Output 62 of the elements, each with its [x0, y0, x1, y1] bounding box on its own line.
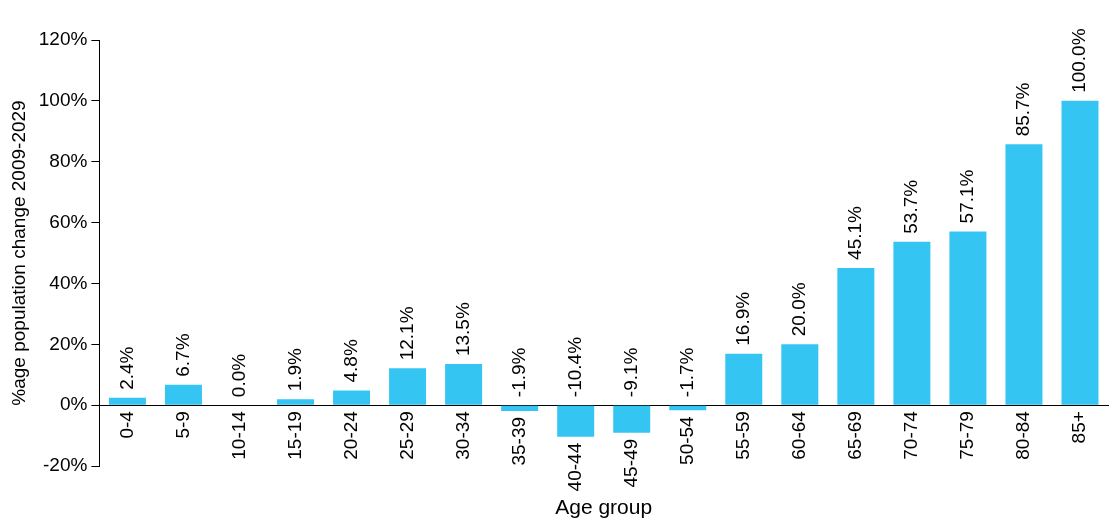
- bar: [445, 364, 483, 405]
- y-tick-label: 80%: [49, 149, 88, 171]
- data-label: 2.4%: [115, 346, 137, 390]
- y-tick-label: 0%: [59, 393, 88, 415]
- bar: [333, 390, 371, 405]
- x-tick-label: 20-24: [339, 410, 361, 460]
- x-tick-label: 75-79: [956, 411, 978, 460]
- x-tick-label: 70-74: [900, 410, 922, 460]
- x-tick-label: 5-9: [171, 411, 193, 439]
- y-axis-title: %age population change 2009-2029: [7, 100, 29, 406]
- x-tick-label: 55-59: [732, 411, 754, 460]
- x-tick-label: 30-34: [451, 410, 473, 460]
- x-tick-label: 10-14: [227, 410, 249, 460]
- bar: [1061, 100, 1099, 405]
- x-axis-title: Age group: [555, 495, 653, 519]
- bar: [501, 405, 539, 411]
- data-label: 45.1%: [844, 205, 866, 260]
- bar: [781, 344, 819, 405]
- data-label: 53.7%: [900, 179, 922, 234]
- x-tick-label: 85+: [1068, 411, 1090, 444]
- data-label: 100.0%: [1068, 28, 1090, 93]
- bar: [557, 405, 595, 437]
- data-label: 57.1%: [956, 169, 978, 224]
- y-tick-label: 40%: [49, 271, 88, 293]
- data-label: 0.0%: [227, 353, 249, 398]
- bar: [277, 399, 314, 405]
- bar: [613, 405, 651, 433]
- bar: [108, 397, 146, 405]
- x-tick-label: 60-64: [788, 410, 810, 460]
- y-tick-label: -20%: [43, 454, 88, 476]
- data-label: -10.4%: [563, 336, 585, 398]
- y-tick-label: 120%: [38, 28, 88, 50]
- y-tick-label: 60%: [49, 210, 88, 232]
- x-tick-label: 0-4: [115, 410, 137, 439]
- data-label: 4.8%: [339, 339, 361, 383]
- bar: [949, 231, 987, 405]
- bar: [1005, 144, 1043, 405]
- data-label: 6.7%: [171, 333, 193, 377]
- data-label: 20.0%: [788, 282, 810, 337]
- bar: [893, 241, 931, 405]
- x-tick-label: 35-39: [507, 416, 529, 466]
- x-tick-label: 45-49: [619, 438, 641, 488]
- bar: [164, 384, 202, 405]
- data-label: 16.9%: [732, 291, 754, 346]
- x-tick-label: 80-84: [1012, 410, 1034, 460]
- x-tick-label: 65-69: [844, 411, 866, 460]
- x-tick-label: 15-19: [283, 411, 305, 460]
- data-label: -9.1%: [619, 347, 641, 398]
- bar: [837, 267, 875, 405]
- x-tick-label: 40-44: [563, 442, 585, 492]
- bar: [725, 353, 763, 405]
- x-tick-label: 50-54: [675, 415, 697, 465]
- y-tick-label: 20%: [49, 332, 88, 354]
- x-tick-label: 25-29: [395, 411, 417, 460]
- data-label: 13.5%: [451, 302, 473, 357]
- bar: [389, 368, 427, 405]
- y-tick-label: 100%: [38, 89, 88, 111]
- data-label: -1.9%: [507, 347, 529, 398]
- data-label: 85.7%: [1012, 82, 1034, 137]
- data-label: 1.9%: [283, 347, 305, 392]
- data-label: -1.7%: [675, 347, 697, 398]
- data-label: 12.1%: [395, 306, 417, 361]
